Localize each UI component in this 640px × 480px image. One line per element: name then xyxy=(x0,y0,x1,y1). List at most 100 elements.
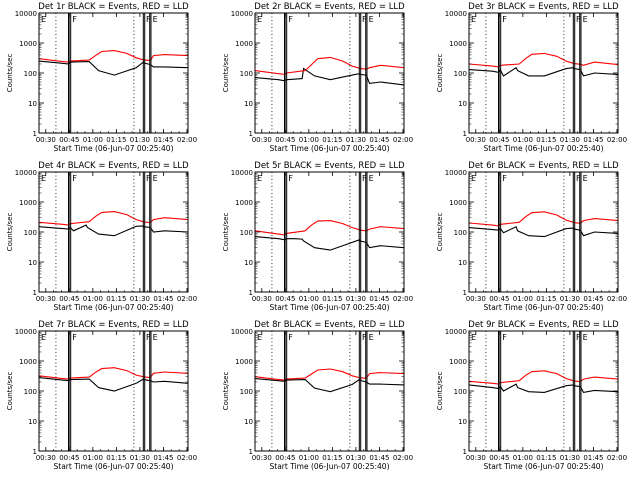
y-tick-label: 10000 xyxy=(15,10,37,18)
x-tick-label: 00:30 xyxy=(36,295,56,303)
x-axis-label: Start Time (06-Jun-07 00:25:40) xyxy=(270,462,390,471)
y-tick-label: 10 xyxy=(28,418,37,426)
events-series-line xyxy=(255,378,404,393)
region-label: E xyxy=(471,15,476,24)
y-tick-label: 100 xyxy=(240,229,253,237)
region-label: E xyxy=(153,333,158,342)
events-series-line xyxy=(469,225,618,238)
events-series-line xyxy=(469,383,618,394)
lld-series-line xyxy=(469,52,618,68)
x-tick-label: 01:15 xyxy=(106,136,126,144)
x-tick-label: 01:15 xyxy=(322,295,342,303)
chart-title: Det 8r BLACK = Events, RED = LLD xyxy=(254,320,405,330)
y-tick-label: 1000 xyxy=(235,40,253,48)
x-tick-label: 01:15 xyxy=(536,295,556,303)
x-tick-label: 01:30 xyxy=(346,136,366,144)
x-axis-label: Start Time (06-Jun-07 00:25:40) xyxy=(54,144,174,153)
x-tick-label: 00:30 xyxy=(36,136,56,144)
x-tick-label: 01:30 xyxy=(560,454,580,462)
chart-title: Det 2r BLACK = Events, RED = LLD xyxy=(254,2,405,12)
y-axis-label: Counts/sec xyxy=(436,372,444,411)
y-tick-label: 1000 xyxy=(19,40,37,48)
x-tick-label: 01:45 xyxy=(583,295,603,303)
y-tick-label: 10000 xyxy=(445,169,467,177)
region-label: E xyxy=(257,174,262,183)
x-tick-label: 01:15 xyxy=(536,136,556,144)
y-tick-label: 1 xyxy=(33,289,37,297)
y-tick-label: 1 xyxy=(463,130,467,138)
y-tick-label: 1 xyxy=(463,448,467,456)
y-tick-label: 100 xyxy=(24,388,37,396)
region-label: F xyxy=(362,15,367,24)
x-tick-label: 01:00 xyxy=(83,454,103,462)
x-tick-label: 01:30 xyxy=(130,454,150,462)
chart-title: Det 9r BLACK = Events, RED = LLD xyxy=(468,320,619,330)
y-tick-label: 1 xyxy=(33,448,37,456)
x-tick-label: 00:30 xyxy=(252,295,272,303)
x-tick-label: 02:00 xyxy=(393,454,413,462)
y-tick-label: 10 xyxy=(244,100,253,108)
x-tick-label: 01:45 xyxy=(369,136,389,144)
region-label: F xyxy=(362,333,367,342)
y-tick-label: 1000 xyxy=(19,358,37,366)
events-series-line xyxy=(469,66,618,77)
y-tick-label: 10 xyxy=(28,259,37,267)
y-tick-label: 1000 xyxy=(449,358,467,366)
x-tick-label: 01:00 xyxy=(513,454,533,462)
x-tick-label: 02:00 xyxy=(177,295,197,303)
region-label: F xyxy=(576,333,581,342)
x-tick-label: 01:15 xyxy=(106,454,126,462)
x-tick-label: 01:15 xyxy=(322,454,342,462)
x-tick-label: 01:30 xyxy=(346,295,366,303)
plot-frame xyxy=(254,171,405,293)
y-tick-label: 100 xyxy=(454,70,467,78)
y-tick-label: 1000 xyxy=(235,358,253,366)
region-label: F xyxy=(576,174,581,183)
chart-title: Det 6r BLACK = Events, RED = LLD xyxy=(468,161,619,171)
x-tick-label: 01:45 xyxy=(583,454,603,462)
lld-series-line xyxy=(39,211,188,226)
y-tick-label: 10 xyxy=(458,100,467,108)
y-axis-label: Counts/sec xyxy=(222,213,230,252)
x-tick-label: 01:30 xyxy=(346,454,366,462)
x-tick-label: 01:15 xyxy=(322,136,342,144)
region-label: F xyxy=(362,174,367,183)
region-label: E xyxy=(257,15,262,24)
x-tick-label: 00:45 xyxy=(275,136,295,144)
region-label: E xyxy=(369,174,374,183)
x-axis-label: Start Time (06-Jun-07 00:25:40) xyxy=(484,303,604,312)
y-tick-label: 100 xyxy=(24,70,37,78)
region-label: E xyxy=(153,15,158,24)
x-tick-label: 01:45 xyxy=(583,136,603,144)
y-tick-label: 10 xyxy=(458,259,467,267)
x-tick-label: 00:45 xyxy=(59,295,79,303)
y-tick-label: 10000 xyxy=(15,328,37,336)
y-tick-label: 10 xyxy=(244,418,253,426)
region-label: F xyxy=(288,333,293,342)
chart-title: Det 3r BLACK = Events, RED = LLD xyxy=(468,2,619,12)
x-tick-label: 01:45 xyxy=(369,454,389,462)
region-label: F xyxy=(502,333,507,342)
x-tick-label: 00:45 xyxy=(59,454,79,462)
x-tick-label: 00:30 xyxy=(466,136,486,144)
region-label: F xyxy=(502,15,507,24)
events-series-line xyxy=(39,224,188,237)
x-tick-label: 00:45 xyxy=(489,136,509,144)
x-tick-label: 00:45 xyxy=(59,136,79,144)
lld-series-line xyxy=(469,211,618,227)
y-axis-label: Counts/sec xyxy=(222,372,230,411)
x-tick-label: 01:45 xyxy=(153,295,173,303)
region-label: E xyxy=(583,15,588,24)
y-axis-label: Counts/sec xyxy=(6,372,14,411)
region-label: F xyxy=(72,333,77,342)
y-tick-label: 100 xyxy=(454,388,467,396)
chart-title: Det 1r BLACK = Events, RED = LLD xyxy=(38,2,189,12)
x-tick-label: 00:45 xyxy=(275,454,295,462)
y-tick-label: 10 xyxy=(28,100,37,108)
